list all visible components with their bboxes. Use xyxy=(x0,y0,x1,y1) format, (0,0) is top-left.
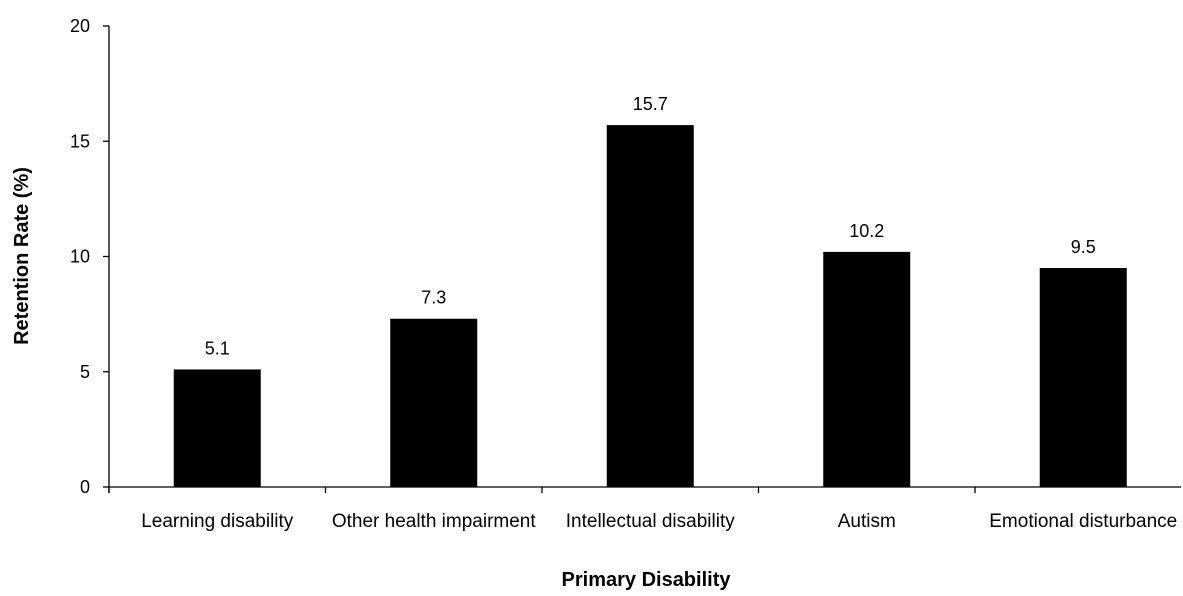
x-tick-label-intellectual-disability: Intellectual disability xyxy=(566,511,735,532)
data-label-autism: 10.2 xyxy=(849,221,884,241)
bar-other-health-impairment xyxy=(390,318,478,487)
x-tick-label-learning-disability: Learning disability xyxy=(141,511,294,532)
data-label-intellectual-disability: 15.7 xyxy=(633,94,668,114)
data-label-other-health-impairment: 7.3 xyxy=(421,288,446,308)
data-labels: 5.1 7.3 15.7 10.2 9.5 xyxy=(205,94,1096,358)
y-axis-title: Retention Rate (%) xyxy=(11,167,33,345)
x-axis: Learning disability Other health impairme… xyxy=(108,486,1181,532)
bar-autism xyxy=(823,251,911,487)
y-tick-label: 5 xyxy=(80,362,90,382)
y-tick-label: 10 xyxy=(70,247,90,267)
data-label-learning-disability: 5.1 xyxy=(205,338,230,358)
y-tick-label: 20 xyxy=(70,16,90,36)
bar-learning-disability xyxy=(173,369,261,487)
x-tick-label-other-health-impairment: Other health impairment xyxy=(332,511,537,532)
y-axis: 0 5 10 15 20 xyxy=(70,16,110,497)
x-axis-title: Primary Disability xyxy=(562,569,732,591)
data-label-emotional-disturbance: 9.5 xyxy=(1071,237,1096,257)
y-tick-label: 15 xyxy=(70,131,90,151)
bar-intellectual-disability xyxy=(606,125,694,488)
bars xyxy=(173,125,1127,488)
x-tick-label-emotional-disturbance: Emotional disturbance xyxy=(989,511,1177,532)
y-tick-label: 0 xyxy=(80,477,90,497)
bar-emotional-disturbance xyxy=(1039,268,1127,487)
x-tick-label-autism: Autism xyxy=(838,511,896,532)
